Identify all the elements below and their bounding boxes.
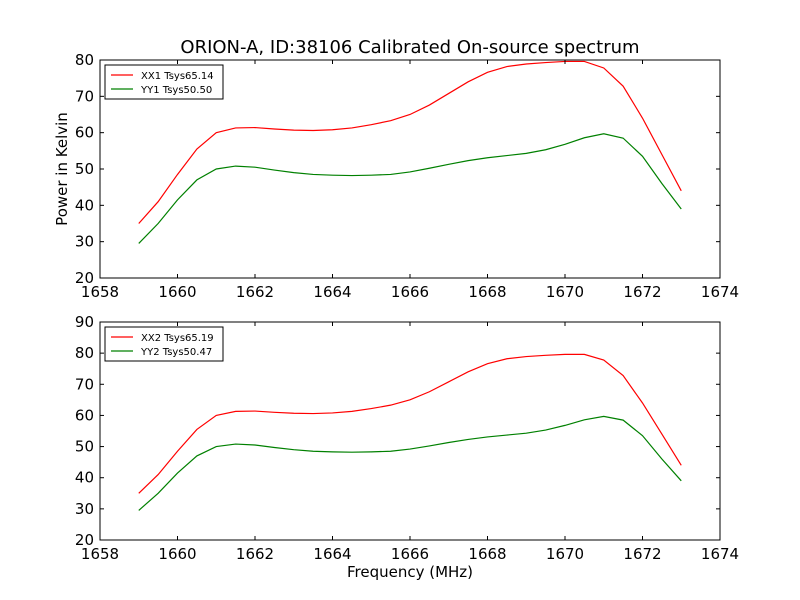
series-line-xx: [138, 353, 682, 494]
x-tick-label: 1668: [468, 283, 506, 301]
x-tick-label: 1670: [546, 283, 584, 301]
x-tick-label: 1674: [701, 283, 739, 301]
y-tick-label: 60: [75, 406, 94, 424]
top-panel: 1658 1660 1662 1664 1666 1668 1670 1672 1674 20 30…: [53, 51, 739, 301]
x-axis-label: Frequency (MHz): [347, 563, 473, 581]
bottom-panel: 1658 1660 1662 1664 1666 1668 1670 1672 1674 20 30…: [75, 313, 739, 581]
y-tick-label: 40: [75, 469, 94, 487]
x-tick-label: 1672: [623, 283, 661, 301]
series-line-yy: [138, 133, 682, 244]
y-tick-label: 30: [75, 233, 94, 251]
y-tick-label: 80: [75, 344, 94, 362]
y-tick-label: 40: [75, 196, 94, 214]
y-tick-label: 70: [75, 375, 94, 393]
legend-entry: YY1 Tsys50.50: [140, 85, 212, 96]
x-tick-label: 1664: [313, 283, 351, 301]
x-tick-label: 1672: [623, 545, 661, 563]
legend-box: [104, 326, 224, 362]
x-tick-label: 1662: [236, 545, 274, 563]
y-tick-label: 20: [75, 269, 94, 287]
y-tick-label: 50: [75, 438, 94, 456]
x-tick-label: 1674: [701, 545, 739, 563]
y-tick-label: 30: [75, 500, 94, 518]
y-tick-label: 80: [75, 51, 94, 69]
legend-entry: XX2 Tsys65.19: [141, 333, 214, 344]
x-tick-label: 1658: [81, 283, 119, 301]
x-tick-label: 1660: [158, 545, 196, 563]
y-axis-label: Power in Kelvin: [53, 112, 71, 226]
legend-entry: XX1 Tsys65.14: [141, 71, 214, 82]
x-tick-label: 1660: [158, 283, 196, 301]
series-line-xx: [138, 60, 682, 224]
x-tick-label: 1664: [313, 545, 351, 563]
series-line-yy: [138, 415, 682, 511]
y-tick-label: 50: [75, 160, 94, 178]
y-tick-label: 20: [75, 531, 94, 549]
x-tick-label: 1670: [546, 545, 584, 563]
y-tick-label: 70: [75, 87, 94, 105]
x-tick-label: 1668: [468, 545, 506, 563]
chart-title: ORION-A, ID:38106 Calibrated On-source s…: [180, 37, 639, 58]
legend-box: [104, 64, 224, 100]
x-tick-label: 1666: [391, 283, 429, 301]
x-tick-label: 1658: [81, 545, 119, 563]
x-tick-label: 1666: [391, 545, 429, 563]
y-tick-label: 90: [75, 313, 94, 331]
y-tick-label: 60: [75, 124, 94, 142]
legend-entry: YY2 Tsys50.47: [140, 347, 212, 358]
x-tick-label: 1662: [236, 283, 274, 301]
